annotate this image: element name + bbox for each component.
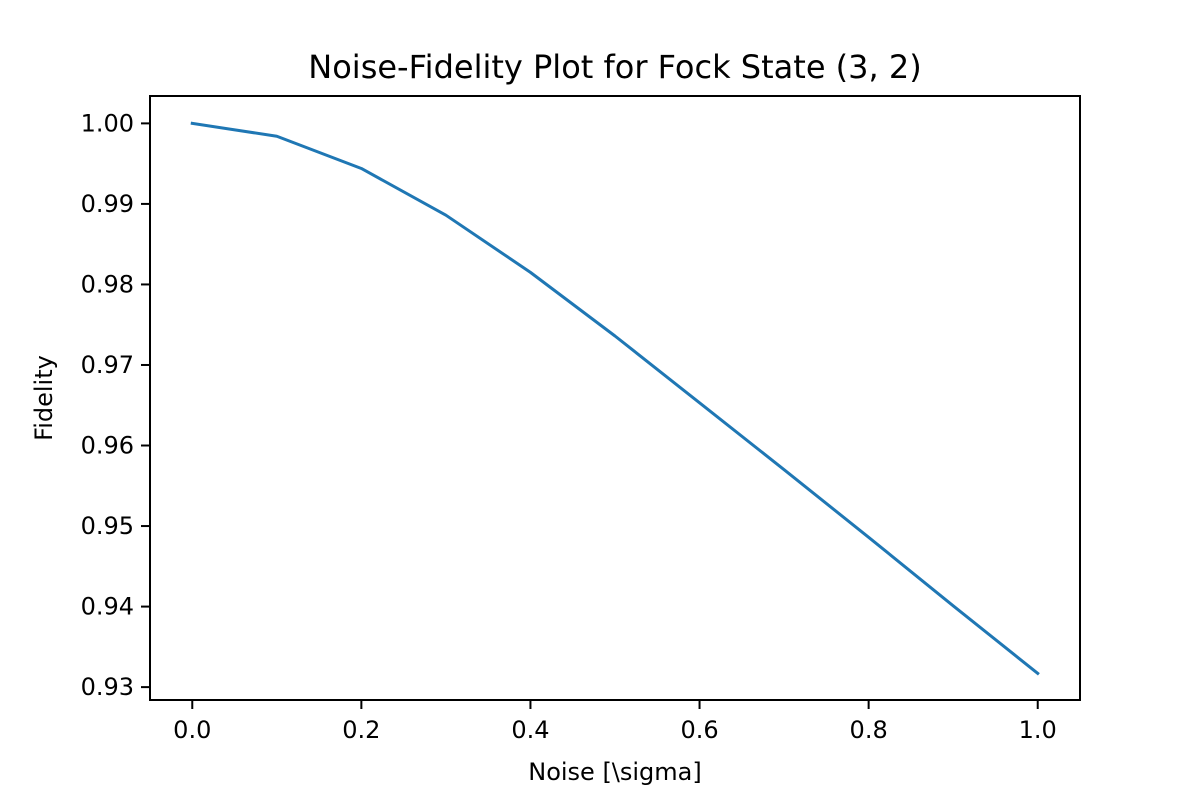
x-tick-label: 0.4 — [511, 716, 549, 744]
x-tick-label: 0.8 — [850, 716, 888, 744]
chart-title: Noise-Fidelity Plot for Fock State (3, 2… — [308, 48, 921, 86]
y-tick-label: 0.94 — [81, 593, 134, 621]
y-tick-label: 0.98 — [81, 270, 134, 298]
y-axis: 0.93 0.94 0.95 0.96 0.97 0.98 0.99 1.00 — [81, 109, 150, 701]
y-tick-label: 0.93 — [81, 673, 134, 701]
y-tick-label: 0.95 — [81, 512, 134, 540]
y-tick-label: 0.99 — [81, 190, 134, 218]
x-tick-label: 0.6 — [680, 716, 718, 744]
x-tick-label: 0.2 — [342, 716, 380, 744]
x-tick-label: 1.0 — [1019, 716, 1057, 744]
plot-area — [190, 121, 1040, 676]
axes-frame — [149, 95, 1081, 701]
x-axis-label: Noise [\sigma] — [528, 758, 702, 786]
y-tick-label: 0.96 — [81, 432, 134, 460]
y-tick-label: 1.00 — [81, 109, 134, 137]
series-line — [190, 121, 1040, 676]
y-tick-label: 0.97 — [81, 351, 134, 379]
x-axis: 0.0 0.2 0.4 0.6 0.8 1.0 — [173, 700, 1057, 744]
x-tick-label: 0.0 — [173, 716, 211, 744]
y-axis-label: Fidelity — [30, 355, 58, 441]
